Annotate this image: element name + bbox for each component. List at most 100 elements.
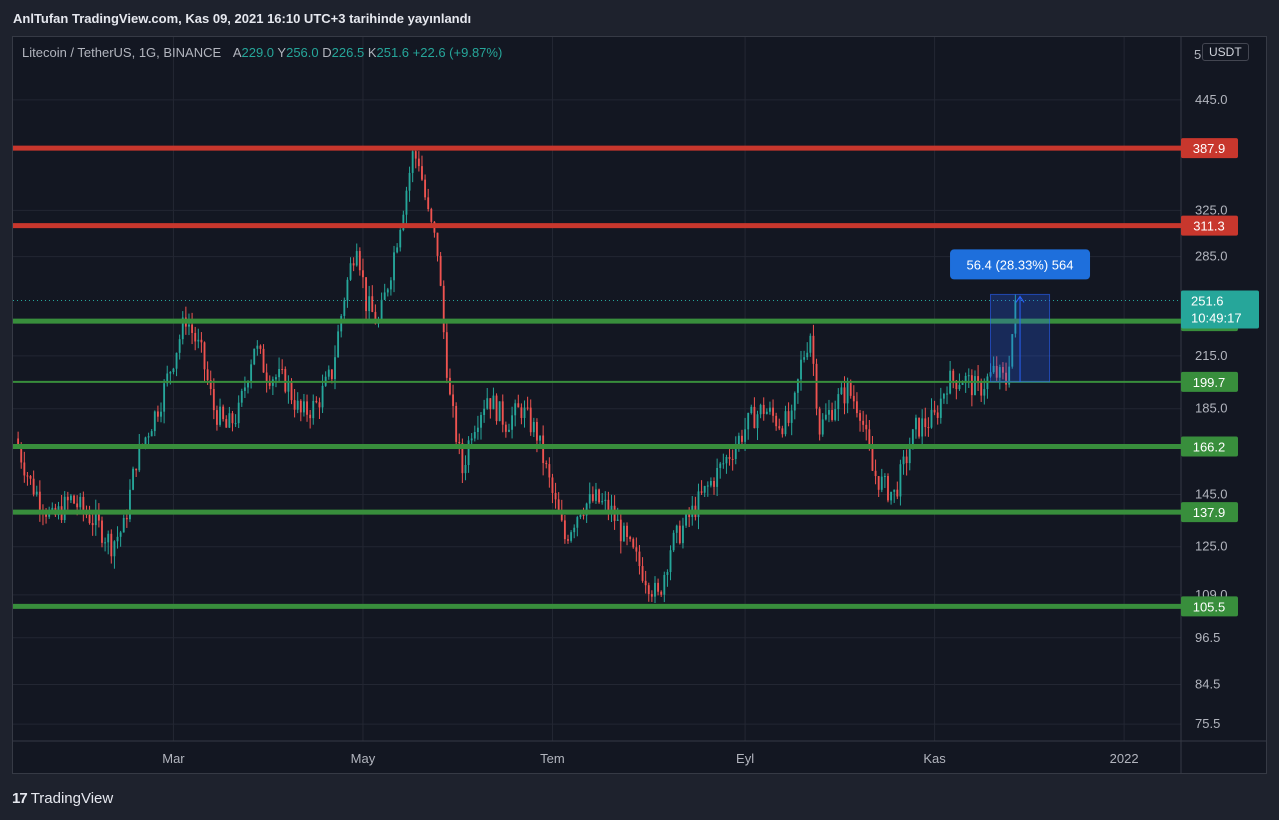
candle-body	[536, 422, 538, 441]
candle-body	[514, 403, 517, 416]
candle-body	[349, 263, 352, 280]
candle-body	[132, 468, 134, 490]
candle-body	[821, 419, 824, 435]
candle-body	[402, 214, 405, 230]
candle-body	[411, 151, 414, 173]
candle-body	[893, 489, 896, 492]
candle-body	[483, 408, 486, 415]
candle-body	[769, 407, 771, 412]
candle-body	[616, 519, 619, 521]
candle-body	[355, 251, 358, 266]
candle-body	[678, 525, 681, 544]
candle-body	[666, 572, 669, 575]
candle-body	[63, 496, 66, 521]
candle-body	[685, 512, 687, 526]
candle-body	[741, 435, 743, 442]
candle-body	[731, 458, 734, 460]
x-tick-label: Kas	[923, 751, 946, 766]
candle-body	[790, 410, 793, 423]
candle-body	[744, 429, 747, 442]
low-value: 226.5	[331, 45, 365, 60]
x-tick-label: Tem	[540, 751, 565, 766]
candle-body	[700, 491, 703, 493]
candle-body	[327, 369, 330, 377]
candle-body	[1002, 367, 1004, 373]
candle-body	[458, 441, 461, 444]
candle-body	[343, 300, 346, 316]
candle-body	[526, 407, 529, 409]
candle-body	[427, 197, 430, 210]
symbol-label[interactable]: Litecoin / TetherUS, 1G, BINANCE	[22, 45, 222, 60]
candle-body	[32, 478, 35, 495]
candle-body	[638, 551, 641, 567]
candle-body	[697, 491, 700, 518]
candle-body	[504, 424, 507, 432]
candle-body	[489, 398, 492, 410]
level-label-bg	[1181, 215, 1238, 236]
candle-body	[955, 380, 958, 390]
candle-body	[607, 499, 610, 513]
candle-body	[709, 480, 712, 486]
candle-body	[247, 382, 249, 388]
candle-body	[902, 456, 905, 465]
y-tick-label: 84.5	[1195, 677, 1220, 692]
candle-body	[212, 388, 215, 411]
candle-body	[163, 383, 166, 412]
grid-lines	[13, 37, 1181, 741]
currency-button[interactable]: USDT	[1202, 43, 1249, 61]
partial-axis-label: 5	[1194, 47, 1202, 62]
candle-body	[69, 495, 72, 501]
candle-body	[414, 151, 417, 159]
candle-body	[424, 179, 427, 198]
candle-body	[579, 514, 582, 518]
candle-body	[122, 517, 125, 533]
candle-body	[756, 414, 759, 429]
level-label-bg	[1181, 138, 1238, 159]
candle-body	[722, 463, 725, 465]
candle-body	[200, 339, 203, 343]
candle-body	[834, 409, 837, 420]
candle-body	[380, 299, 383, 322]
candle-body	[389, 280, 392, 290]
candle-body	[82, 496, 85, 511]
level-label: 387.9	[1193, 141, 1226, 156]
candle-body	[166, 373, 169, 384]
candle-body	[206, 369, 209, 381]
candle-body	[76, 503, 79, 508]
x-tick-label: May	[351, 751, 376, 766]
candle-body	[899, 464, 902, 497]
candle-body	[831, 410, 834, 420]
footer	[0, 774, 1279, 820]
candle-body	[796, 379, 799, 393]
candle-body	[946, 393, 948, 395]
high-value: 256.0	[286, 45, 319, 60]
candle-body	[374, 311, 377, 324]
open-key: A	[232, 45, 242, 60]
chart-frame[interactable]: 75.5 84.5 96.5 109.0 125.0 145.0 185.0 215.0 285…	[12, 36, 1267, 774]
y-tick-label: 445.0	[1195, 92, 1228, 107]
level-label: 311.3	[1193, 219, 1225, 234]
candle-body	[138, 444, 141, 471]
candle-body	[980, 381, 983, 396]
candle-body	[508, 429, 510, 432]
candle-body	[641, 566, 644, 581]
candle-body	[312, 400, 315, 419]
candle-body	[927, 427, 930, 429]
candle-body	[915, 417, 917, 430]
y-tick-label: 75.5	[1195, 716, 1220, 731]
candle-body	[147, 436, 150, 438]
candle-body	[871, 447, 874, 471]
price-chart[interactable]: 75.584.596.5109.0125.0145.0185.0215.0285…	[13, 37, 1266, 773]
candle-body	[452, 394, 454, 406]
level-label-bg	[1181, 371, 1238, 392]
candle-body	[194, 332, 197, 342]
candle-body	[936, 412, 939, 418]
close-value: 251.6	[376, 45, 410, 60]
candle-body	[240, 390, 243, 403]
tradingview-brand[interactable]: 17 TradingView	[12, 790, 113, 807]
candle-body	[629, 536, 632, 540]
candle-body	[809, 335, 812, 353]
candle-body	[119, 532, 122, 537]
level-label-bg	[1181, 502, 1238, 523]
candle-body	[228, 413, 231, 428]
